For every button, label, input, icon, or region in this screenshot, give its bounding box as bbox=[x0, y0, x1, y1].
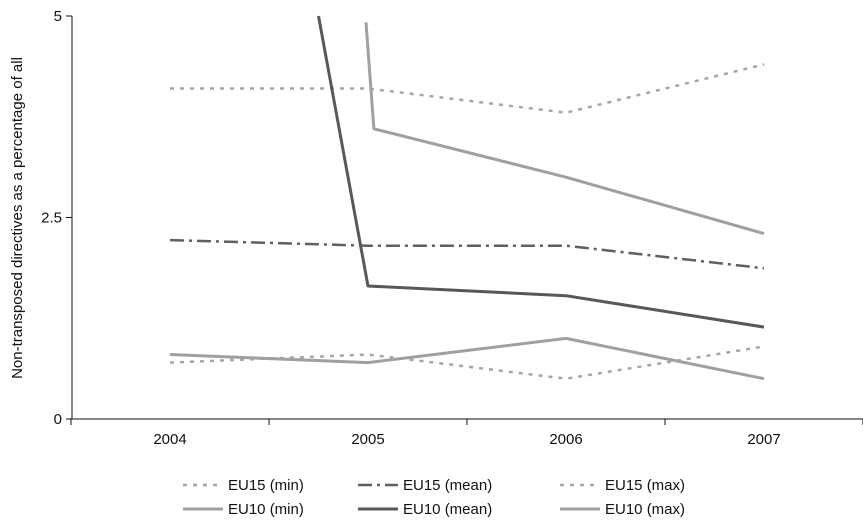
axes: 02.55 2004 2005 2006 2007 bbox=[41, 8, 863, 448]
plot-area bbox=[169, 15, 765, 381]
x-tick-label: 2005 bbox=[351, 431, 384, 448]
x-tick-label: 2007 bbox=[747, 431, 780, 448]
legend-label: EU10 (min) bbox=[228, 501, 304, 518]
legend-label: EU15 (max) bbox=[605, 477, 685, 494]
y-tick-label: 0 bbox=[54, 411, 62, 428]
legend-label: EU10 (mean) bbox=[403, 501, 492, 518]
series-line-eu15-mean bbox=[169, 238, 765, 270]
x-tick-label: 2004 bbox=[153, 431, 186, 448]
y-tick-label: 5 bbox=[54, 8, 62, 25]
legend-label: EU15 (min) bbox=[228, 477, 304, 494]
legend-label: EU15 (mean) bbox=[403, 477, 492, 494]
y-axis-title: Non-transposed directives as a percentag… bbox=[9, 57, 26, 379]
series-line-eu10-min bbox=[169, 336, 765, 381]
series-line-eu15-max bbox=[170, 63, 765, 114]
y-tick-label: 2.5 bbox=[41, 210, 62, 227]
legend-label: EU10 (max) bbox=[605, 501, 685, 518]
x-ticks: 2004 2005 2006 2007 bbox=[70, 419, 863, 448]
y-ticks: 02.55 bbox=[41, 8, 72, 428]
legend: EU15 (min) EU15 (mean) EU15 (max) EU10 (min… bbox=[183, 477, 685, 518]
series-line-eu10-mean bbox=[317, 15, 765, 329]
series-line-eu10-max bbox=[364, 22, 765, 236]
x-tick-label: 2006 bbox=[549, 431, 582, 448]
